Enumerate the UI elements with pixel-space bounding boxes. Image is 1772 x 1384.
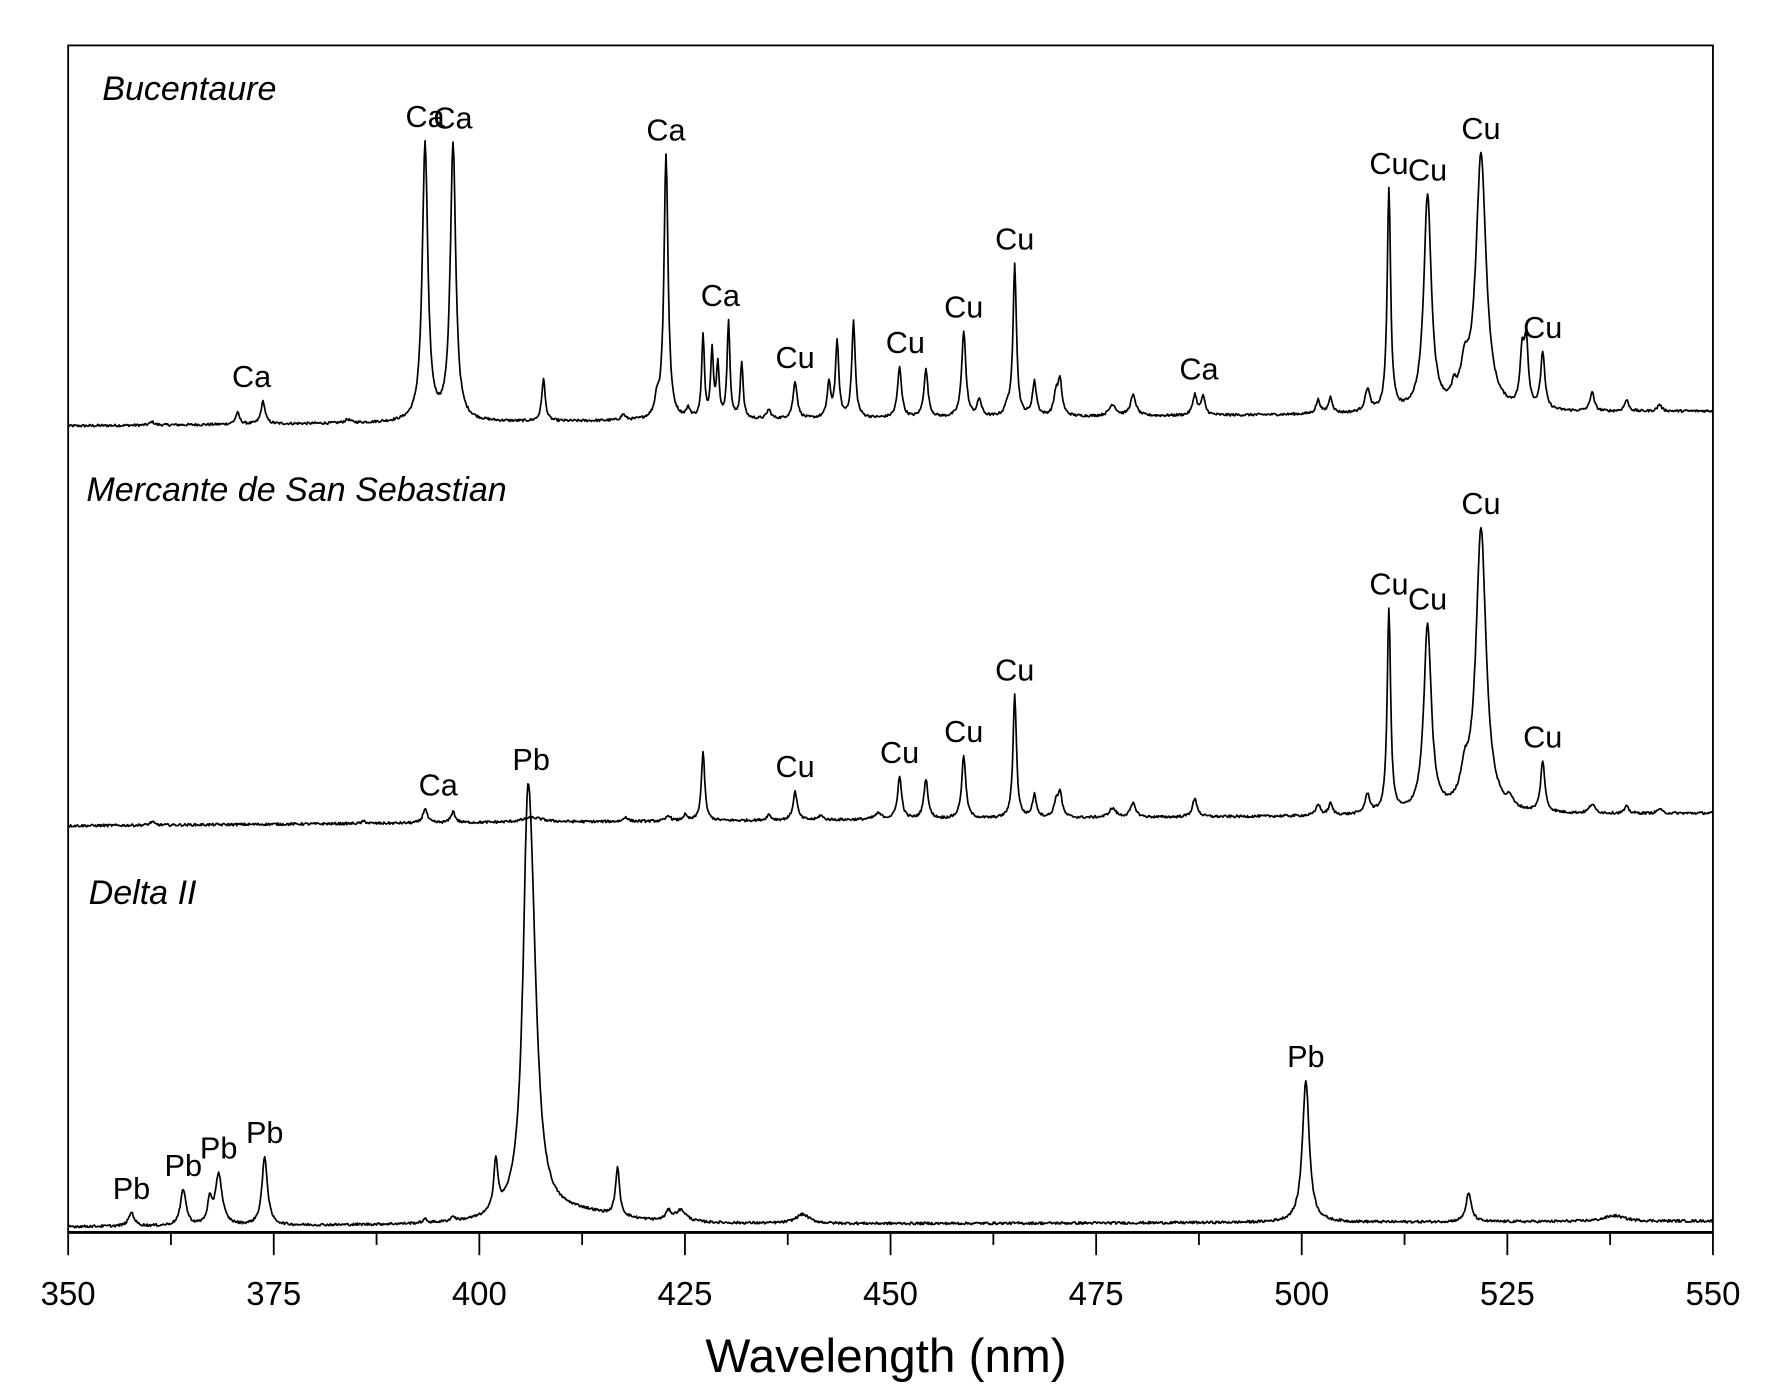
x-tick-label: 525 — [1480, 1275, 1535, 1312]
series-layer — [67, 139, 1714, 1229]
x-tick-label: 425 — [657, 1275, 712, 1312]
peak-label: Cu — [944, 715, 983, 749]
peak-label: Cu — [995, 222, 1034, 256]
series-label-bucentaure: Bucentaure — [102, 70, 276, 108]
peak-label: Cu — [1461, 487, 1500, 521]
x-tick-label: 550 — [1685, 1275, 1740, 1312]
peak-label: Pb — [113, 1172, 151, 1206]
peak-label: Ca — [433, 101, 473, 135]
peak-label: Cu — [1369, 147, 1408, 181]
peak-label: Cu — [1369, 568, 1408, 602]
peak-label: Pb — [1287, 1040, 1325, 1074]
peak-label: Cu — [886, 326, 925, 360]
spectrum-line-1 — [68, 526, 1714, 828]
x-axis-ticks: 350 375 400 425 450 475 500 525 550 — [41, 1232, 1740, 1312]
x-tick-label: 400 — [452, 1275, 507, 1312]
peak-label: Ca — [646, 113, 686, 147]
peak-label: Cu — [1408, 583, 1447, 617]
peak-label: Pb — [512, 743, 550, 777]
plot-frame — [67, 44, 1714, 1234]
peak-label: Ca — [405, 100, 445, 134]
peak-label: Pb — [165, 1149, 203, 1183]
peak-label: Ca — [419, 769, 459, 803]
peak-label: Cu — [776, 341, 815, 375]
x-axis-title: Wavelength (nm) — [705, 1330, 1066, 1383]
peak-label: Pb — [246, 1116, 284, 1150]
peak-label: Cu — [944, 291, 983, 325]
series-label-delta: Delta II — [89, 874, 197, 912]
peak-label: Cu — [995, 653, 1034, 687]
peak-label: Pb — [200, 1132, 238, 1166]
x-tick-label: 450 — [863, 1275, 918, 1312]
peak-label: Cu — [776, 750, 815, 784]
peak-label: Ca — [232, 360, 272, 394]
spectrum-line-2 — [67, 783, 1714, 1229]
peak-label: Ca — [701, 279, 741, 313]
x-tick-label: 500 — [1274, 1275, 1329, 1312]
peak-label: Cu — [1408, 153, 1447, 187]
peak-label: Ca — [1179, 352, 1219, 386]
spectrum-line-0 — [67, 139, 1714, 428]
x-tick-label: 475 — [1069, 1275, 1124, 1312]
peak-label: Cu — [1523, 311, 1562, 345]
peak-label: Cu — [1523, 720, 1562, 754]
peak-label: Cu — [1461, 112, 1500, 146]
series-label-mercante: Mercante de San Sebastian — [86, 471, 506, 509]
x-tick-label: 350 — [41, 1275, 96, 1312]
x-tick-label: 375 — [246, 1275, 301, 1312]
peak-label: Cu — [880, 736, 919, 770]
